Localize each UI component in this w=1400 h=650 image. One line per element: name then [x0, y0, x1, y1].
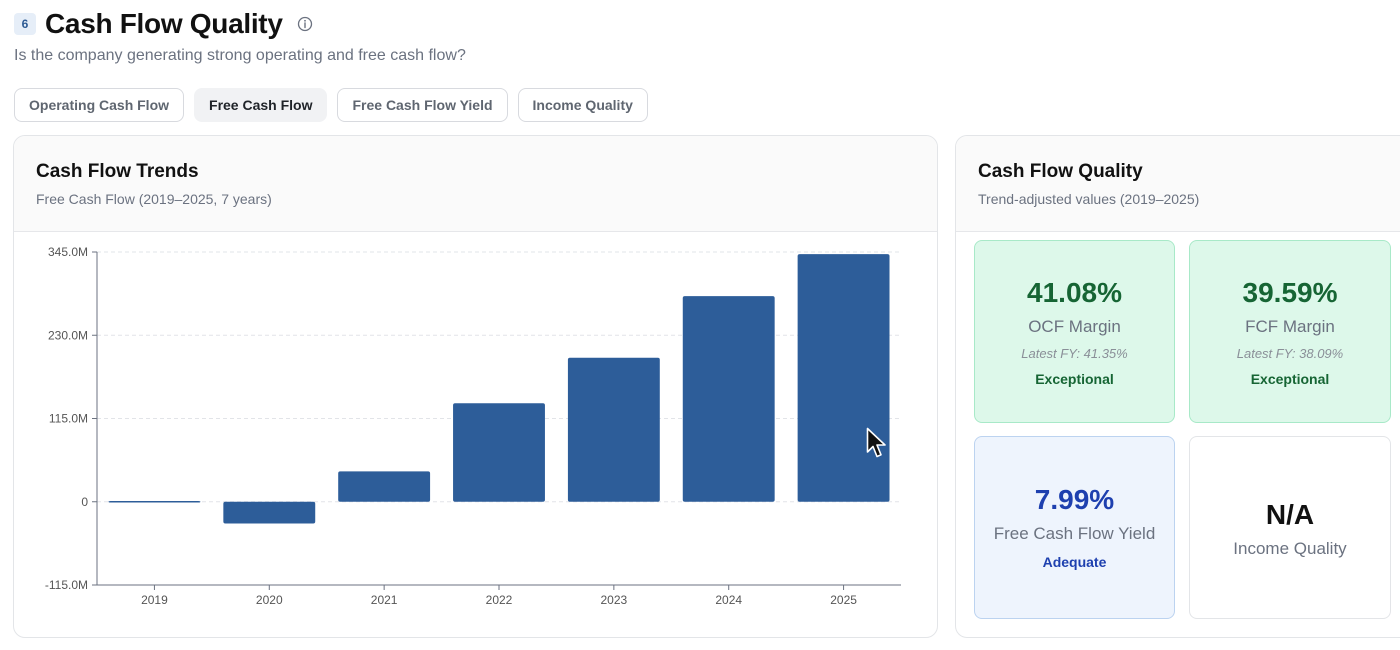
card-header: Cash Flow Quality Trend-adjusted values … — [956, 136, 1400, 232]
card-title: Cash Flow Quality — [978, 161, 1143, 182]
bar-2019 — [108, 501, 201, 503]
metric-rating: Exceptional — [1035, 371, 1114, 387]
tab-free-cash-flow-yield[interactable]: Free Cash Flow Yield — [337, 88, 508, 122]
x-tick-label: 2023 — [601, 593, 628, 607]
card-title: Cash Flow Trends — [36, 161, 199, 182]
x-tick-label: 2025 — [830, 593, 857, 607]
metric-label: Free Cash Flow Yield — [993, 524, 1156, 543]
bar-2023 — [567, 357, 660, 502]
metric-value: 39.59% — [1242, 277, 1338, 308]
info-circle-icon[interactable] — [297, 16, 313, 32]
metric-rating: Exceptional — [1250, 371, 1330, 387]
page-title: Cash Flow Quality — [45, 8, 283, 39]
y-tick-label: 0 — [81, 495, 88, 509]
bar-2021 — [338, 471, 431, 502]
x-tick-label: 2021 — [371, 593, 398, 607]
metric-label: FCF Margin — [1245, 317, 1335, 336]
metric-rating: Adequate — [1042, 554, 1107, 570]
metric-tabs: Operating Cash Flow Free Cash Flow Free … — [14, 88, 648, 122]
metric-latest: Latest FY: 38.09% — [1236, 346, 1344, 361]
x-tick-label: 2024 — [715, 593, 742, 607]
metric-value: N/A — [1265, 499, 1315, 530]
free-cash-flow-bar-chart[interactable]: -115.0M 0 115.0M 230.0M 345.0M 2019 2020 2021 20… — [14, 232, 937, 637]
x-tick-label: 2019 — [141, 593, 168, 607]
tab-free-cash-flow[interactable]: Free Cash Flow — [194, 88, 328, 122]
step-badge: 6 — [14, 13, 36, 35]
bar-2024 — [682, 296, 775, 502]
bar-2025 — [797, 254, 890, 502]
bar-2022 — [453, 403, 545, 502]
mouse-cursor-icon — [866, 427, 888, 466]
metric-latest: Latest FY: 41.35% — [1021, 346, 1128, 361]
card-header: Cash Flow Trends Free Cash Flow (2019–20… — [14, 136, 937, 232]
section-header: 6 Cash Flow Quality — [14, 8, 313, 40]
metric-value: 7.99% — [1034, 484, 1115, 515]
cash-flow-quality-card: Cash Flow Quality Trend-adjusted values … — [955, 135, 1400, 638]
bar-2020 — [223, 501, 316, 524]
free-cash-flow-yield-tile[interactable]: 7.99% Free Cash Flow Yield Adequate — [974, 436, 1175, 619]
ocf-margin-tile[interactable]: 41.08% OCF Margin Latest FY: 41.35% Exce… — [974, 240, 1175, 423]
y-tick-label: 230.0M — [48, 328, 88, 342]
tab-operating-cash-flow[interactable]: Operating Cash Flow — [14, 88, 185, 122]
card-subtitle: Free Cash Flow (2019–2025, 7 years) — [36, 191, 272, 207]
metric-label: Income Quality — [1233, 539, 1347, 558]
y-tick-label: 115.0M — [49, 412, 88, 426]
tab-income-quality[interactable]: Income Quality — [517, 88, 648, 122]
y-tick-label: 345.0M — [48, 245, 88, 259]
cash-flow-trends-card: Cash Flow Trends Free Cash Flow (2019–20… — [13, 135, 938, 638]
income-quality-tile[interactable]: N/A Income Quality — [1189, 436, 1391, 619]
x-tick-label: 2020 — [256, 593, 283, 607]
metric-label: OCF Margin — [1028, 317, 1121, 336]
card-subtitle: Trend-adjusted values (2019–2025) — [978, 191, 1200, 207]
x-tick-label: 2022 — [486, 593, 513, 607]
metric-value: 41.08% — [1027, 277, 1122, 308]
page-subtitle: Is the company generating strong operati… — [14, 47, 466, 64]
fcf-margin-tile[interactable]: 39.59% FCF Margin Latest FY: 38.09% Exce… — [1189, 240, 1391, 423]
y-tick-label: -115.0M — [45, 578, 88, 592]
